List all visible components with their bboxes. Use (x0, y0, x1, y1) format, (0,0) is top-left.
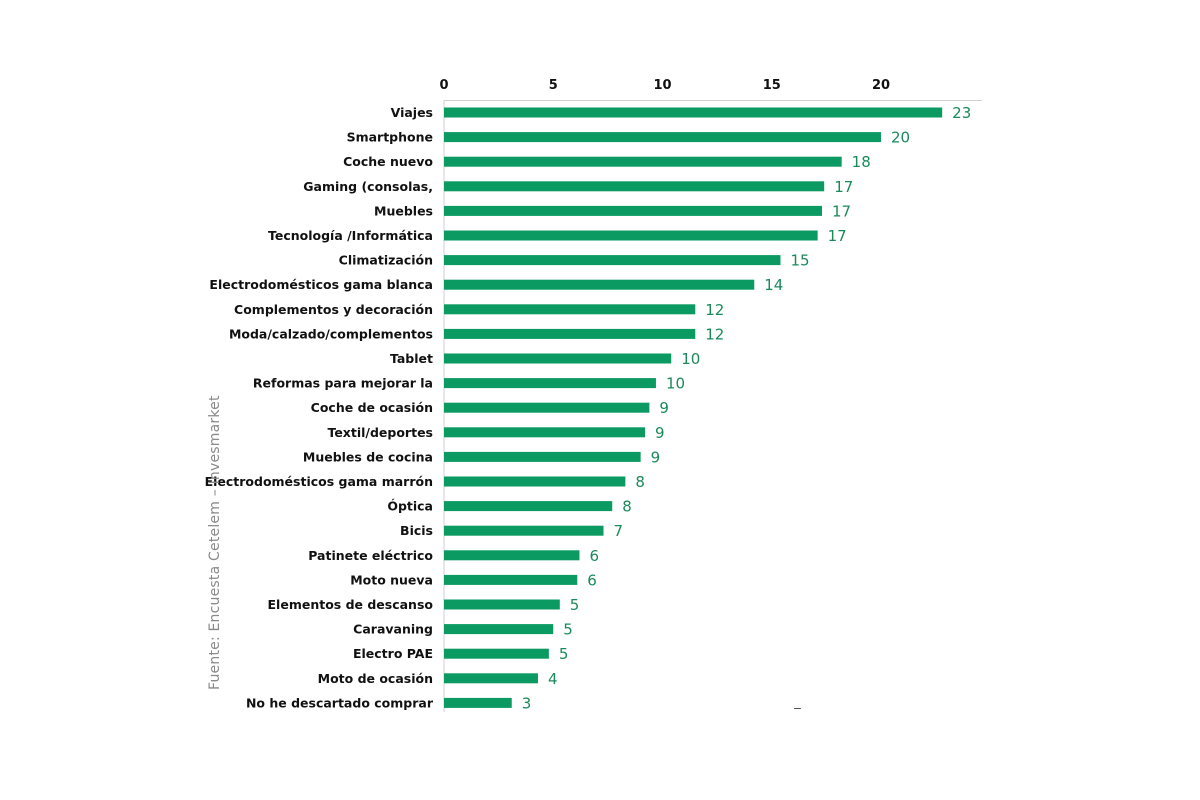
category-label: No he descartado comprar (246, 695, 434, 710)
category-label: Smartphone (347, 130, 433, 145)
source-note: Fuente: Encuesta Cetelem – Invesmarket (207, 395, 223, 690)
bar (444, 304, 696, 315)
value-label: 8 (635, 473, 645, 491)
category-label: Textil/deportes (327, 425, 433, 440)
category-label: Moto nueva (350, 572, 433, 587)
value-label: 20 (891, 129, 910, 147)
value-label: 5 (563, 621, 573, 639)
value-label: 10 (666, 375, 685, 393)
x-tick-label: 15 (763, 78, 781, 93)
x-axis-ticks: 0 5 10 15 20 (439, 78, 890, 93)
bar (444, 230, 818, 241)
value-label: 10 (681, 350, 700, 368)
value-label: 15 (790, 252, 809, 270)
value-label: 9 (655, 424, 665, 442)
bar (444, 624, 554, 635)
category-label: Elementos de descanso (268, 597, 434, 612)
bar (444, 427, 646, 438)
category-label: Caravaning (353, 622, 433, 637)
value-label: 3 (522, 694, 532, 712)
bar (444, 673, 538, 684)
category-label: Moto de ocasión (318, 671, 433, 686)
value-label: 12 (705, 325, 724, 343)
category-label: Tecnología /Informática (268, 228, 433, 243)
bar (444, 525, 604, 536)
category-label: Coche nuevo (343, 154, 433, 169)
bar (444, 648, 549, 659)
value-label: 17 (828, 227, 847, 245)
value-label: 18 (852, 153, 871, 171)
x-tick-label: 5 (549, 78, 558, 93)
category-label: Reformas para mejorar la (253, 376, 433, 391)
value-label: 6 (589, 547, 599, 565)
bar (444, 451, 641, 462)
category-label: Electrodomésticos gama marrón (205, 474, 433, 489)
value-label: 9 (659, 399, 669, 417)
category-label: Óptica (387, 499, 433, 514)
value-label: 7 (614, 522, 624, 540)
value-label: 4 (548, 670, 558, 688)
bar (444, 132, 881, 143)
bar (444, 279, 755, 290)
bar (444, 501, 613, 512)
bar (444, 255, 781, 266)
value-label: 6 (587, 571, 597, 589)
category-label: Bicis (400, 523, 433, 538)
value-label: 23 (952, 104, 971, 122)
category-label: Patinete eléctrico (308, 548, 433, 563)
category-label: Climatización (339, 253, 433, 268)
category-label: Electrodomésticos gama blanca (209, 277, 433, 292)
category-label: Viajes (391, 105, 433, 120)
bar (444, 402, 650, 413)
value-label: 5 (570, 596, 580, 614)
bar (444, 599, 560, 610)
bar (444, 205, 823, 216)
bar (444, 328, 696, 339)
bar (444, 574, 578, 585)
x-tick-label: 0 (439, 78, 448, 93)
bar (444, 181, 825, 192)
category-label: Complementos y decoración (234, 302, 433, 317)
value-label: 14 (764, 276, 783, 294)
bar (444, 107, 943, 118)
value-label: 9 (651, 448, 661, 466)
bar (444, 378, 656, 389)
value-label: 12 (705, 301, 724, 319)
category-label: Electro PAE (353, 646, 433, 661)
bar (444, 476, 626, 487)
category-label: Gaming (consolas, (303, 179, 433, 194)
bar (444, 697, 512, 708)
x-tick-label: 10 (653, 78, 671, 93)
category-label: Muebles de cocina (303, 449, 433, 464)
bar-rows: Viajes 23 Smartphone 20 Coche nuevo 18 Gaming … (205, 104, 972, 712)
value-label: 17 (834, 178, 853, 196)
value-label: 5 (559, 645, 569, 663)
stray-mark (794, 708, 801, 709)
category-label: Tablet (390, 351, 433, 366)
category-label: Coche de ocasión (311, 400, 433, 415)
value-label: 17 (832, 202, 851, 220)
x-tick-label: 20 (872, 78, 890, 93)
category-label: Muebles (374, 203, 433, 218)
bar (444, 550, 580, 561)
value-label: 8 (622, 498, 632, 516)
bar (444, 156, 842, 167)
bar (444, 353, 672, 364)
category-label: Moda/calzado/complementos (229, 326, 433, 341)
